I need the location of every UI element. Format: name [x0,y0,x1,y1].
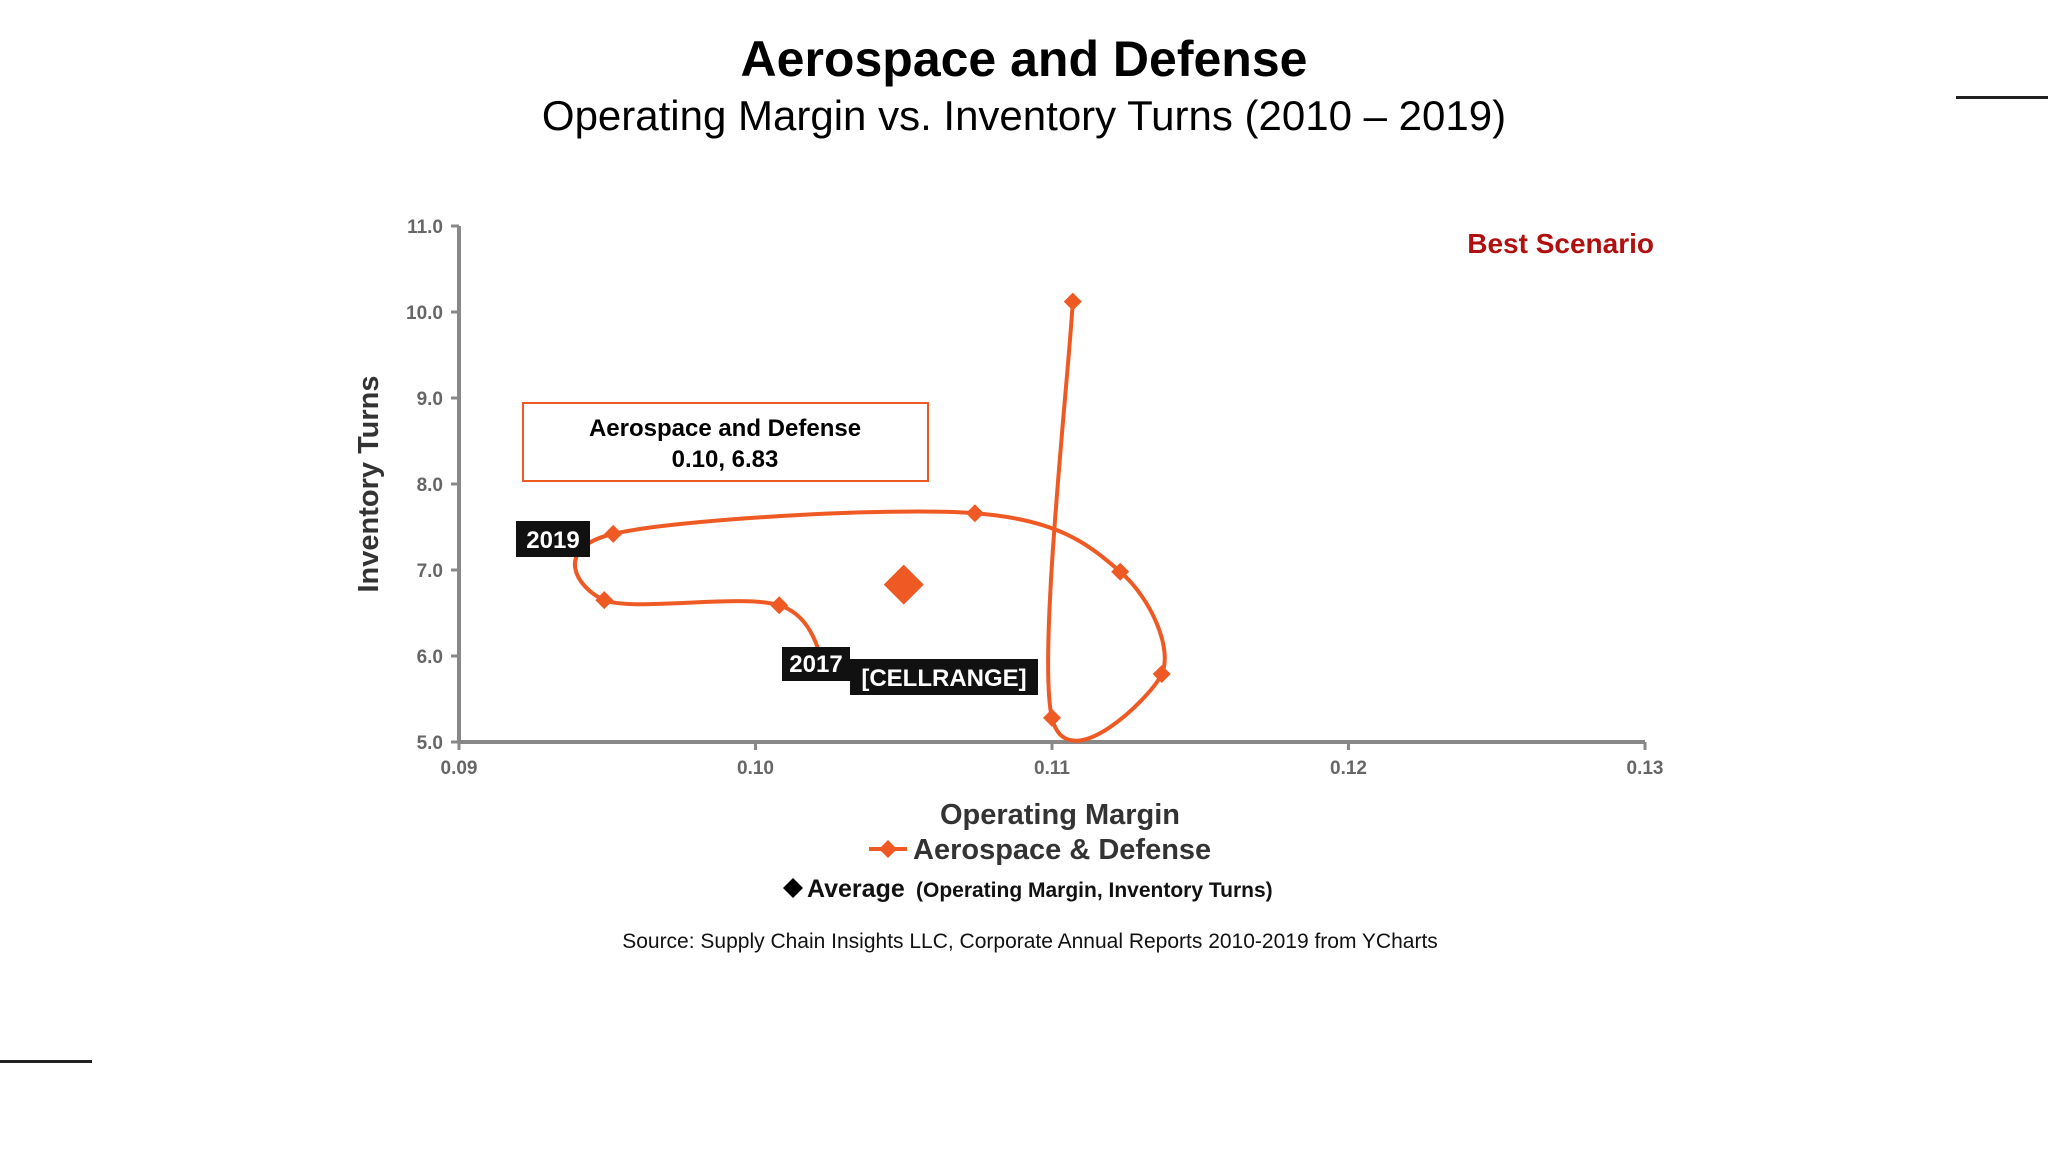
series-point [1063,292,1082,311]
y-tick-label: 7.0 [417,561,443,582]
y-tick-label: 9.0 [417,389,443,410]
best-scenario-label: Best Scenario [1467,228,1654,259]
legend-series-label: Aerospace & Defense [913,834,1211,866]
series-aerospace-defense [573,292,1171,743]
legend-average-label: Average [807,875,905,903]
y-tick-label: 10.0 [406,303,443,324]
average-callout-box [522,402,929,482]
chart-subtitle: Operating Margin vs. Inventory Turns (20… [541,92,1507,139]
legend-average-marker [783,878,803,898]
cellrange-tag: [CELLRANGE] [861,665,1026,692]
series-point [595,591,614,610]
year-tag-2017-bg [782,647,850,681]
year-tag-2019-bg [516,521,590,557]
series-point [770,596,789,615]
year-tag-2019: 2019 [526,527,579,554]
series-point [604,524,623,543]
legend-average-note: (Operating Margin, Inventory Turns) [916,879,1273,902]
series-point [1111,562,1130,581]
bottom-left-divider [0,1060,92,1063]
chart-title: Aerospace and Defense [740,31,1308,87]
x-tick-label: 0.11 [1034,758,1070,779]
chart-annotations: Best Scenario Aerospace and Defense 0.10, … [516,228,1654,695]
chart-legend: Aerospace & Defense Average (Operating Mar… [783,834,1273,903]
chart-axes: 5.0 6.0 7.0 8.0 9.0 10.0 11.0 0.09 0.10 0.11 0.12 0… [353,217,1663,831]
x-tick-label: 0.12 [1330,758,1367,779]
callout-title: Aerospace and Defense [589,415,861,442]
series-point [1043,708,1061,727]
y-tick-label: 5.0 [417,733,443,754]
series-point [1152,665,1171,684]
y-tick-label: 6.0 [417,647,443,668]
source-note: Source: Supply Chain Insights LLC, Corpo… [622,930,1438,953]
y-tick-label: 8.0 [417,475,443,496]
x-tick-label: 0.09 [441,758,478,779]
x-axis-title: Operating Margin [940,799,1180,831]
y-tick-label: 11.0 [407,217,443,238]
y-axis-title: Inventory Turns [353,376,385,593]
callout-value: 0.10, 6.83 [672,446,779,473]
x-tick-label: 0.13 [1627,758,1664,779]
year-tag-2017: 2017 [789,651,842,678]
cellrange-tag-bg [850,659,1038,695]
average-point [883,564,924,605]
legend-series-marker [879,840,897,858]
series-point [965,504,984,523]
x-tick-label: 0.10 [737,758,774,779]
top-right-divider [1956,96,2048,99]
